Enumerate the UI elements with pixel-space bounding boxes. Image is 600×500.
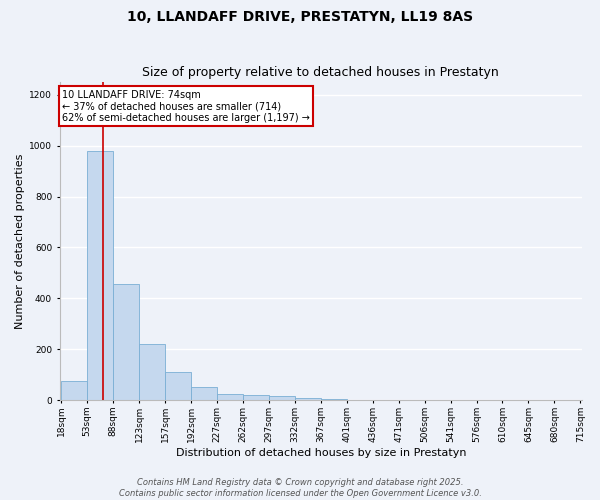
Text: Contains HM Land Registry data © Crown copyright and database right 2025.
Contai: Contains HM Land Registry data © Crown c… [119, 478, 481, 498]
Bar [295, 398, 321, 400]
Bar [139, 344, 165, 400]
Bar [243, 395, 269, 400]
Bar [217, 394, 243, 400]
Bar [113, 284, 139, 400]
Title: Size of property relative to detached houses in Prestatyn: Size of property relative to detached ho… [142, 66, 499, 80]
Y-axis label: Number of detached properties: Number of detached properties [15, 154, 25, 328]
Text: 10, LLANDAFF DRIVE, PRESTATYN, LL19 8AS: 10, LLANDAFF DRIVE, PRESTATYN, LL19 8AS [127, 10, 473, 24]
Bar [61, 381, 87, 400]
Bar [191, 388, 217, 400]
Bar [269, 396, 295, 400]
Bar [165, 372, 191, 400]
Text: 10 LLANDAFF DRIVE: 74sqm
← 37% of detached houses are smaller (714)
62% of semi-: 10 LLANDAFF DRIVE: 74sqm ← 37% of detach… [62, 90, 310, 123]
Bar [321, 398, 347, 400]
Bar [87, 150, 113, 400]
X-axis label: Distribution of detached houses by size in Prestatyn: Distribution of detached houses by size … [176, 448, 466, 458]
